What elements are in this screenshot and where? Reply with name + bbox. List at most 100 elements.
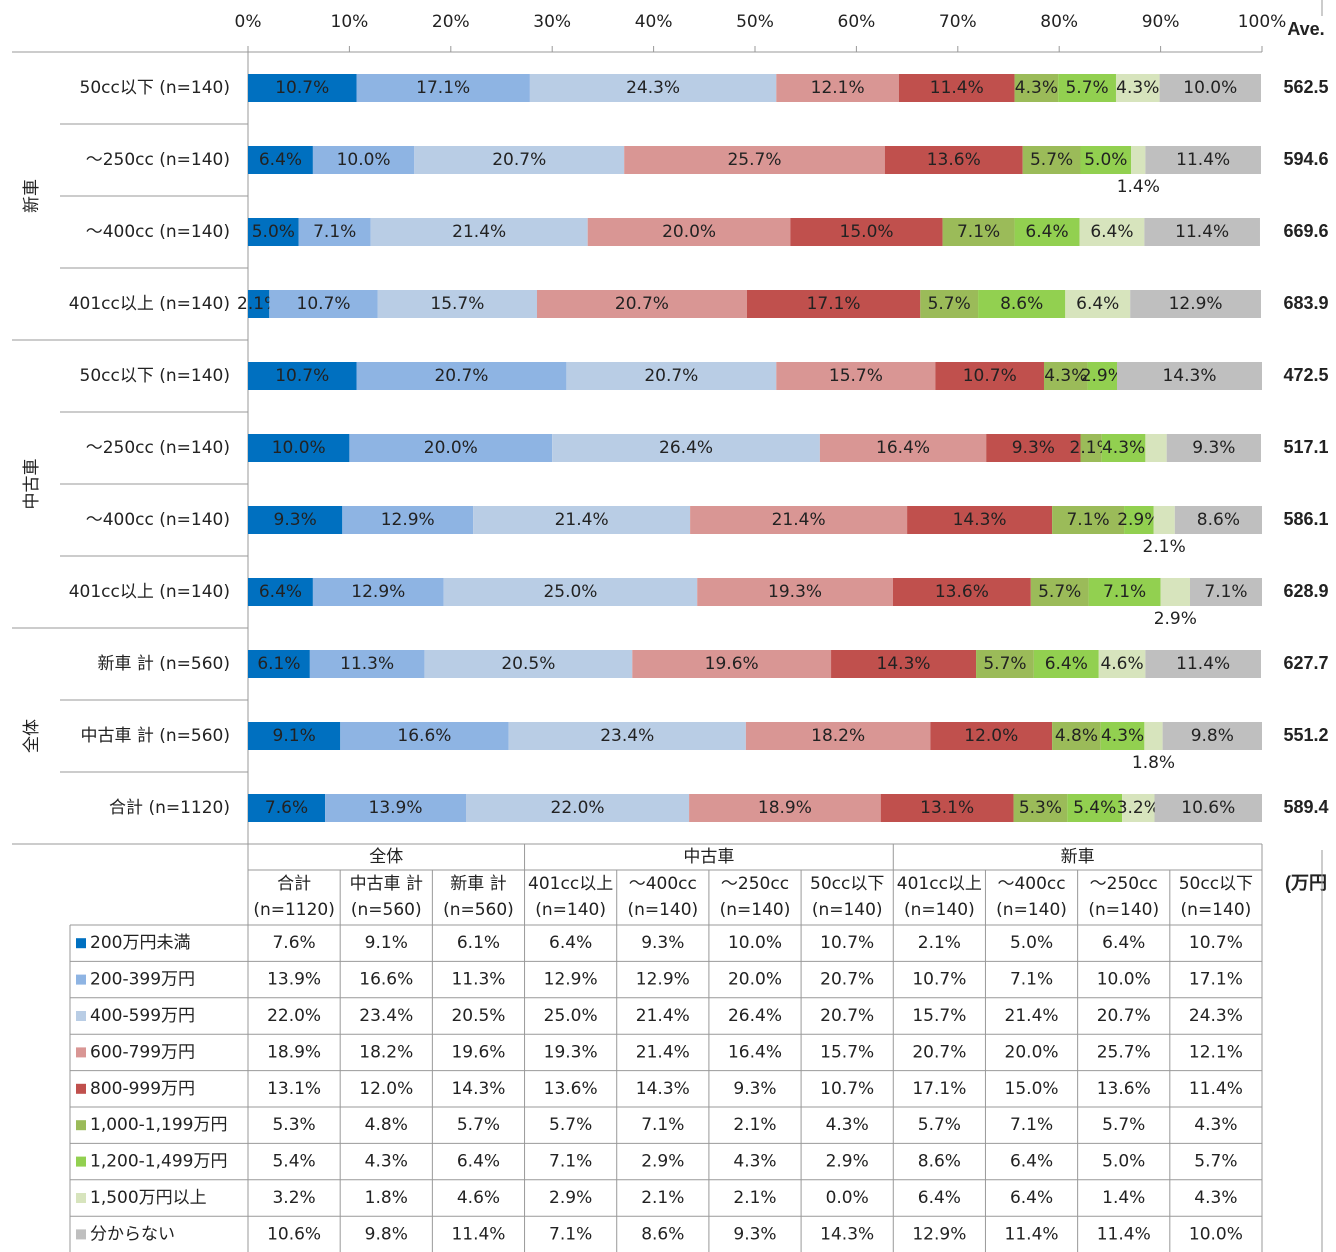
category-label: 中古車 計 (n=560) xyxy=(80,726,230,746)
bar-segment xyxy=(819,434,987,462)
data-label: 20.0% xyxy=(662,222,716,242)
table-column-header: 50cc以下 xyxy=(810,874,884,894)
table-cell: 2.1% xyxy=(918,933,961,953)
data-label: 2.9% xyxy=(1154,609,1197,629)
data-label: 12.0% xyxy=(964,726,1018,746)
table-column-header: (n=140) xyxy=(996,900,1067,920)
bar-segment xyxy=(248,290,270,318)
average-value: 562.5 xyxy=(1283,77,1328,97)
bar-segment xyxy=(587,218,791,246)
table-cell: 10.7% xyxy=(820,933,874,953)
table-cell: 11.3% xyxy=(451,970,505,990)
table-cell: 19.6% xyxy=(451,1042,505,1062)
data-label: 5.7% xyxy=(983,654,1026,674)
table-cell: 2.1% xyxy=(733,1115,776,1135)
table-cell: 10.0% xyxy=(728,933,782,953)
bar-segment xyxy=(248,650,310,678)
data-label: 5.7% xyxy=(1030,150,1073,170)
table-cell: 6.1% xyxy=(457,933,500,953)
table-column-header: 新車 計 xyxy=(450,874,506,894)
data-label: 21.4% xyxy=(555,510,609,530)
table-cell: 1.8% xyxy=(365,1188,408,1208)
data-label: 11.4% xyxy=(1176,654,1230,674)
bar-segment xyxy=(414,146,625,174)
table-column-header: 中古車 計 xyxy=(350,874,423,894)
bar-segment xyxy=(831,650,977,678)
data-label: 11.4% xyxy=(1175,222,1229,242)
bar-segment xyxy=(370,218,588,246)
bar-segment xyxy=(898,74,1015,102)
data-label: 5.7% xyxy=(928,294,971,314)
bar-segment xyxy=(473,506,691,534)
table-cell: 12.9% xyxy=(912,1224,966,1244)
data-label: 4.3% xyxy=(1102,438,1145,458)
table-cell: 14.3% xyxy=(451,1079,505,1099)
table-cell: 4.3% xyxy=(365,1152,408,1172)
data-label: 2.9% xyxy=(1081,366,1124,386)
data-label: 4.3% xyxy=(1044,366,1087,386)
bar-segment xyxy=(1154,794,1262,822)
legend-label: 200万円未満 xyxy=(90,933,190,953)
table-cell: 6.4% xyxy=(457,1152,500,1172)
legend-swatch xyxy=(76,1120,86,1131)
bar-segment xyxy=(1014,218,1080,246)
data-label: 8.6% xyxy=(1000,294,1043,314)
group-label: 新車 xyxy=(22,179,42,213)
data-label: 5.7% xyxy=(1038,582,1081,602)
table-column-header: (n=140) xyxy=(1088,900,1159,920)
group-label: 中古車 xyxy=(22,459,42,510)
table-cell: 13.1% xyxy=(267,1079,321,1099)
bar-segment xyxy=(536,290,747,318)
x-tick-label: 100% xyxy=(1238,12,1287,32)
average-value: 517.1 xyxy=(1283,437,1328,457)
bar-segment xyxy=(1030,578,1089,606)
data-label: 11.3% xyxy=(340,654,394,674)
table-cell: 11.4% xyxy=(1189,1079,1243,1099)
bar-segment xyxy=(986,434,1081,462)
data-label: 15.7% xyxy=(430,294,484,314)
table-column-header: (n=140) xyxy=(812,900,883,920)
average-value: 669.6 xyxy=(1283,221,1328,241)
table-cell: 5.4% xyxy=(272,1152,315,1172)
bar-segment xyxy=(1162,722,1262,750)
data-label: 6.4% xyxy=(1045,654,1088,674)
x-tick-label: 90% xyxy=(1142,12,1180,32)
data-label: 5.0% xyxy=(1084,150,1127,170)
bar-segment xyxy=(1166,434,1261,462)
table-cell: 17.1% xyxy=(912,1079,966,1099)
data-label: 19.6% xyxy=(705,654,759,674)
bar-segment xyxy=(312,578,444,606)
bar-segment xyxy=(1159,74,1261,102)
table-cell: 20.7% xyxy=(820,970,874,990)
table-cell: 2.1% xyxy=(733,1188,776,1208)
data-label: 13.6% xyxy=(935,582,989,602)
data-label: 5.7% xyxy=(1065,78,1108,98)
table-cell: 13.6% xyxy=(544,1079,598,1099)
data-label: 14.3% xyxy=(1162,366,1216,386)
bar-segment xyxy=(880,794,1014,822)
data-label: 7.1% xyxy=(1204,582,1247,602)
bar-segment xyxy=(1190,578,1262,606)
bar-segment xyxy=(1052,506,1125,534)
bar-segment xyxy=(1033,650,1099,678)
table-cell: 12.1% xyxy=(1189,1042,1243,1062)
data-label: 23.4% xyxy=(600,726,654,746)
bar-segment xyxy=(1079,218,1145,246)
table-cell: 24.3% xyxy=(1189,1006,1243,1026)
table-cell: 10.7% xyxy=(912,970,966,990)
table-cell: 9.3% xyxy=(733,1079,776,1099)
table-cell: 7.1% xyxy=(641,1115,684,1135)
legend-swatch xyxy=(76,1047,86,1058)
bar-segment xyxy=(248,362,357,390)
bar-segment xyxy=(1144,722,1163,750)
x-tick-label: 60% xyxy=(838,12,876,32)
table-group-header: 新車 xyxy=(1061,847,1095,867)
legend-label: 600-799万円 xyxy=(90,1042,195,1062)
data-label: 12.9% xyxy=(351,582,405,602)
data-label: 9.3% xyxy=(274,510,317,530)
table-column-header: 50cc以下 xyxy=(1179,874,1253,894)
table-column-header: (n=140) xyxy=(904,900,975,920)
data-label: 20.7% xyxy=(615,294,669,314)
bar-segment xyxy=(1160,578,1191,606)
table-cell: 6.4% xyxy=(1010,1152,1053,1172)
